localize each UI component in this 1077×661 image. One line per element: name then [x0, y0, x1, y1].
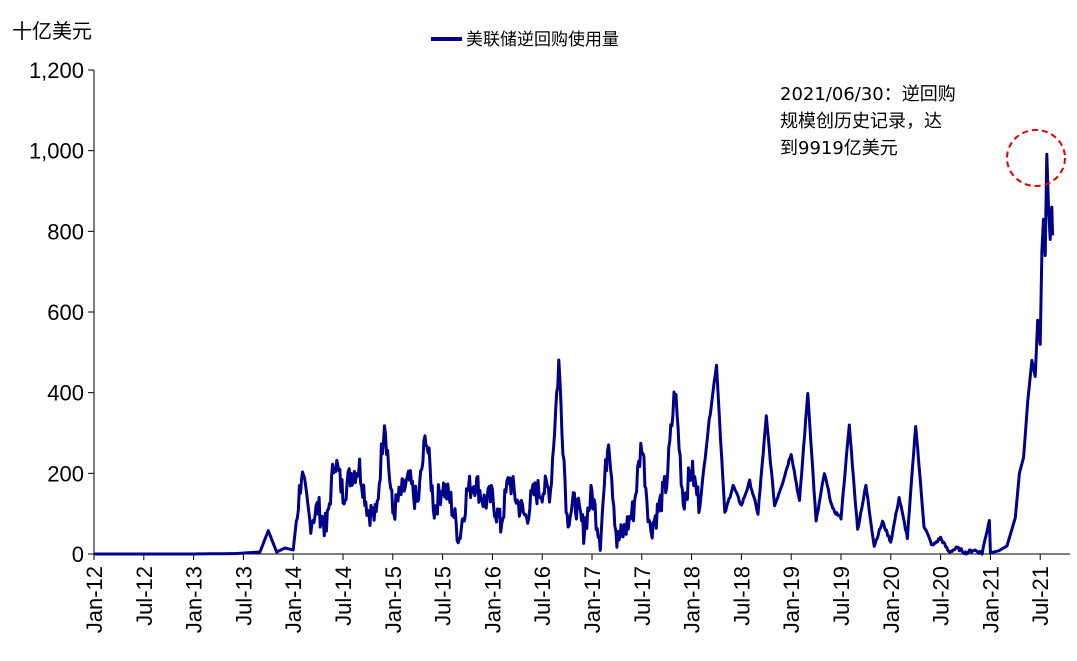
y-axis: 0 200 400 600 800 1,000 1,200	[29, 58, 95, 567]
y-tick-label: 600	[47, 300, 84, 325]
x-axis: Jan-12 Jul-12 Jan-13 Jul-13 Jan-14 Jul-14 Jan-…	[82, 553, 1070, 633]
x-tick-label: Jan-19	[779, 566, 804, 633]
x-tick-label: Jul-21	[1028, 566, 1053, 626]
y-tick-label: 400	[47, 381, 84, 406]
y-tick-label: 1,200	[29, 58, 84, 83]
x-tick-label: Jul-14	[331, 566, 356, 626]
x-tick-label: Jan-16	[480, 566, 505, 633]
annotation-line-3: 到9919亿美元	[780, 138, 898, 159]
annotation-line-1: 2021/06/30：逆回购	[780, 84, 956, 105]
peak-highlight-circle	[1006, 129, 1066, 187]
y-tick-label: 200	[47, 461, 84, 486]
legend: 美联储逆回购使用量	[431, 29, 619, 50]
x-tick-label: Jan-21	[978, 566, 1003, 633]
y-tick-label: 800	[47, 219, 84, 244]
x-tick-label: Jan-12	[82, 566, 107, 633]
x-tick-label: Jan-13	[182, 566, 207, 633]
x-tick-label: Jul-18	[729, 566, 754, 626]
series-line-repo-usage	[94, 152, 1055, 556]
x-tick-label: Jan-18	[680, 566, 705, 633]
x-tick-label: Jan-20	[879, 566, 904, 633]
x-tick-label: Jul-12	[132, 566, 157, 626]
y-tick-label: 1,000	[29, 139, 84, 164]
y-axis-unit-label: 十亿美元	[12, 19, 92, 43]
x-tick-label: Jan-17	[580, 566, 605, 633]
x-tick-label: Jul-20	[929, 566, 954, 626]
x-tick-label: Jul-19	[829, 566, 854, 626]
annotation: 2021/06/30：逆回购 规模创历史记录，达 到9919亿美元	[780, 84, 1066, 187]
x-tick-label: Jan-14	[281, 566, 306, 633]
series-layer	[94, 152, 1055, 556]
x-tick-label: Jul-15	[431, 566, 456, 626]
x-tick-label: Jul-16	[530, 566, 555, 626]
x-tick-label: Jul-13	[231, 566, 256, 626]
legend-label: 美联储逆回购使用量	[466, 29, 619, 50]
x-tick-label: Jul-17	[630, 566, 655, 626]
y-tick-label: 0	[72, 542, 84, 567]
annotation-line-2: 规模创历史记录，达	[780, 111, 942, 132]
x-tick-label: Jan-15	[381, 566, 406, 633]
